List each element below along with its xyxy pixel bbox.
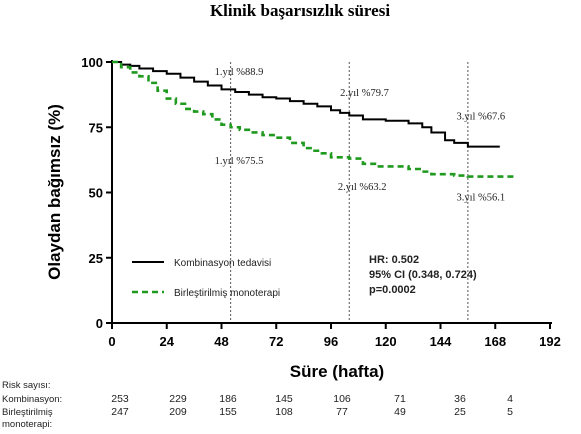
annotation-5: 3.yıl %67.6: [456, 111, 505, 122]
risk-value: 108: [275, 406, 293, 418]
risk-row-label: monoterapi:: [2, 419, 52, 430]
x-tick-label: 24: [160, 334, 175, 349]
risk-value: 186: [219, 393, 237, 405]
y-tick-label: 75: [89, 120, 103, 135]
y-axis-label: Olaydan bağımsız (%): [45, 104, 64, 280]
risk-value: 106: [333, 393, 351, 405]
y-tick-label: 25: [89, 251, 103, 266]
x-tick-label: 192: [539, 334, 561, 349]
legend-label-combination: Kombinasyon tedavisi: [174, 258, 271, 269]
plot-area: 0 25 50 75 100 0 24 48 72 96 120 144 168 192 1.yıl %88…: [81, 55, 561, 349]
x-axis-label: Süre (hafta): [290, 362, 384, 381]
risk-table-header: Risk sayısı:: [2, 380, 51, 391]
stats-line-3: p=0.0002: [369, 284, 416, 296]
km-curve-combination: [112, 61, 500, 148]
risk-value: 49: [394, 406, 406, 418]
x-tick-label: 120: [375, 334, 397, 349]
legend-label-monotherapy: Birleştirilmiş monoterapi: [174, 288, 280, 299]
annotation-6: 3.yıl %56.1: [456, 192, 505, 203]
y-tick-label: 0: [96, 316, 103, 331]
stats-line-2: 95% CI (0.348, 0.724): [369, 269, 477, 281]
annotation-4: 2.yıl %63.2: [338, 182, 387, 193]
risk-value: 247: [111, 406, 129, 418]
risk-row-label: Birleştirilmiş: [2, 407, 53, 418]
risk-value: 4: [507, 393, 513, 405]
risk-row-label: Kombinasyon:: [2, 394, 62, 405]
risk-value: 229: [169, 393, 187, 405]
y-tick-label: 100: [81, 55, 103, 70]
annotation-1: 1.yıl %88.9: [215, 67, 264, 78]
annotation-3: 2.yıl %79.7: [340, 88, 389, 99]
risk-value: 25: [454, 406, 466, 418]
x-tick-label: 0: [108, 334, 115, 349]
x-tick-label: 168: [484, 334, 506, 349]
risk-value: 5: [507, 406, 513, 418]
risk-value: 36: [454, 393, 466, 405]
risk-value: 71: [394, 393, 406, 405]
stats-line-1: HR: 0.502: [369, 254, 419, 266]
risk-value: 77: [336, 406, 348, 418]
km-curve-monotherapy: [112, 60, 514, 178]
x-tick-label: 144: [430, 334, 452, 349]
chart-title: Klinik başarısızlık süresi: [210, 1, 390, 20]
risk-value: 145: [275, 393, 293, 405]
x-tick-label: 72: [269, 334, 283, 349]
risk-value: 155: [219, 406, 237, 418]
risk-value: 253: [111, 393, 129, 405]
risk-value: 209: [169, 406, 187, 418]
x-tick-label: 48: [214, 334, 228, 349]
x-tick-label: 96: [324, 334, 338, 349]
annotation-2: 1.yıl %75.5: [215, 156, 264, 167]
y-tick-label: 50: [89, 186, 103, 201]
